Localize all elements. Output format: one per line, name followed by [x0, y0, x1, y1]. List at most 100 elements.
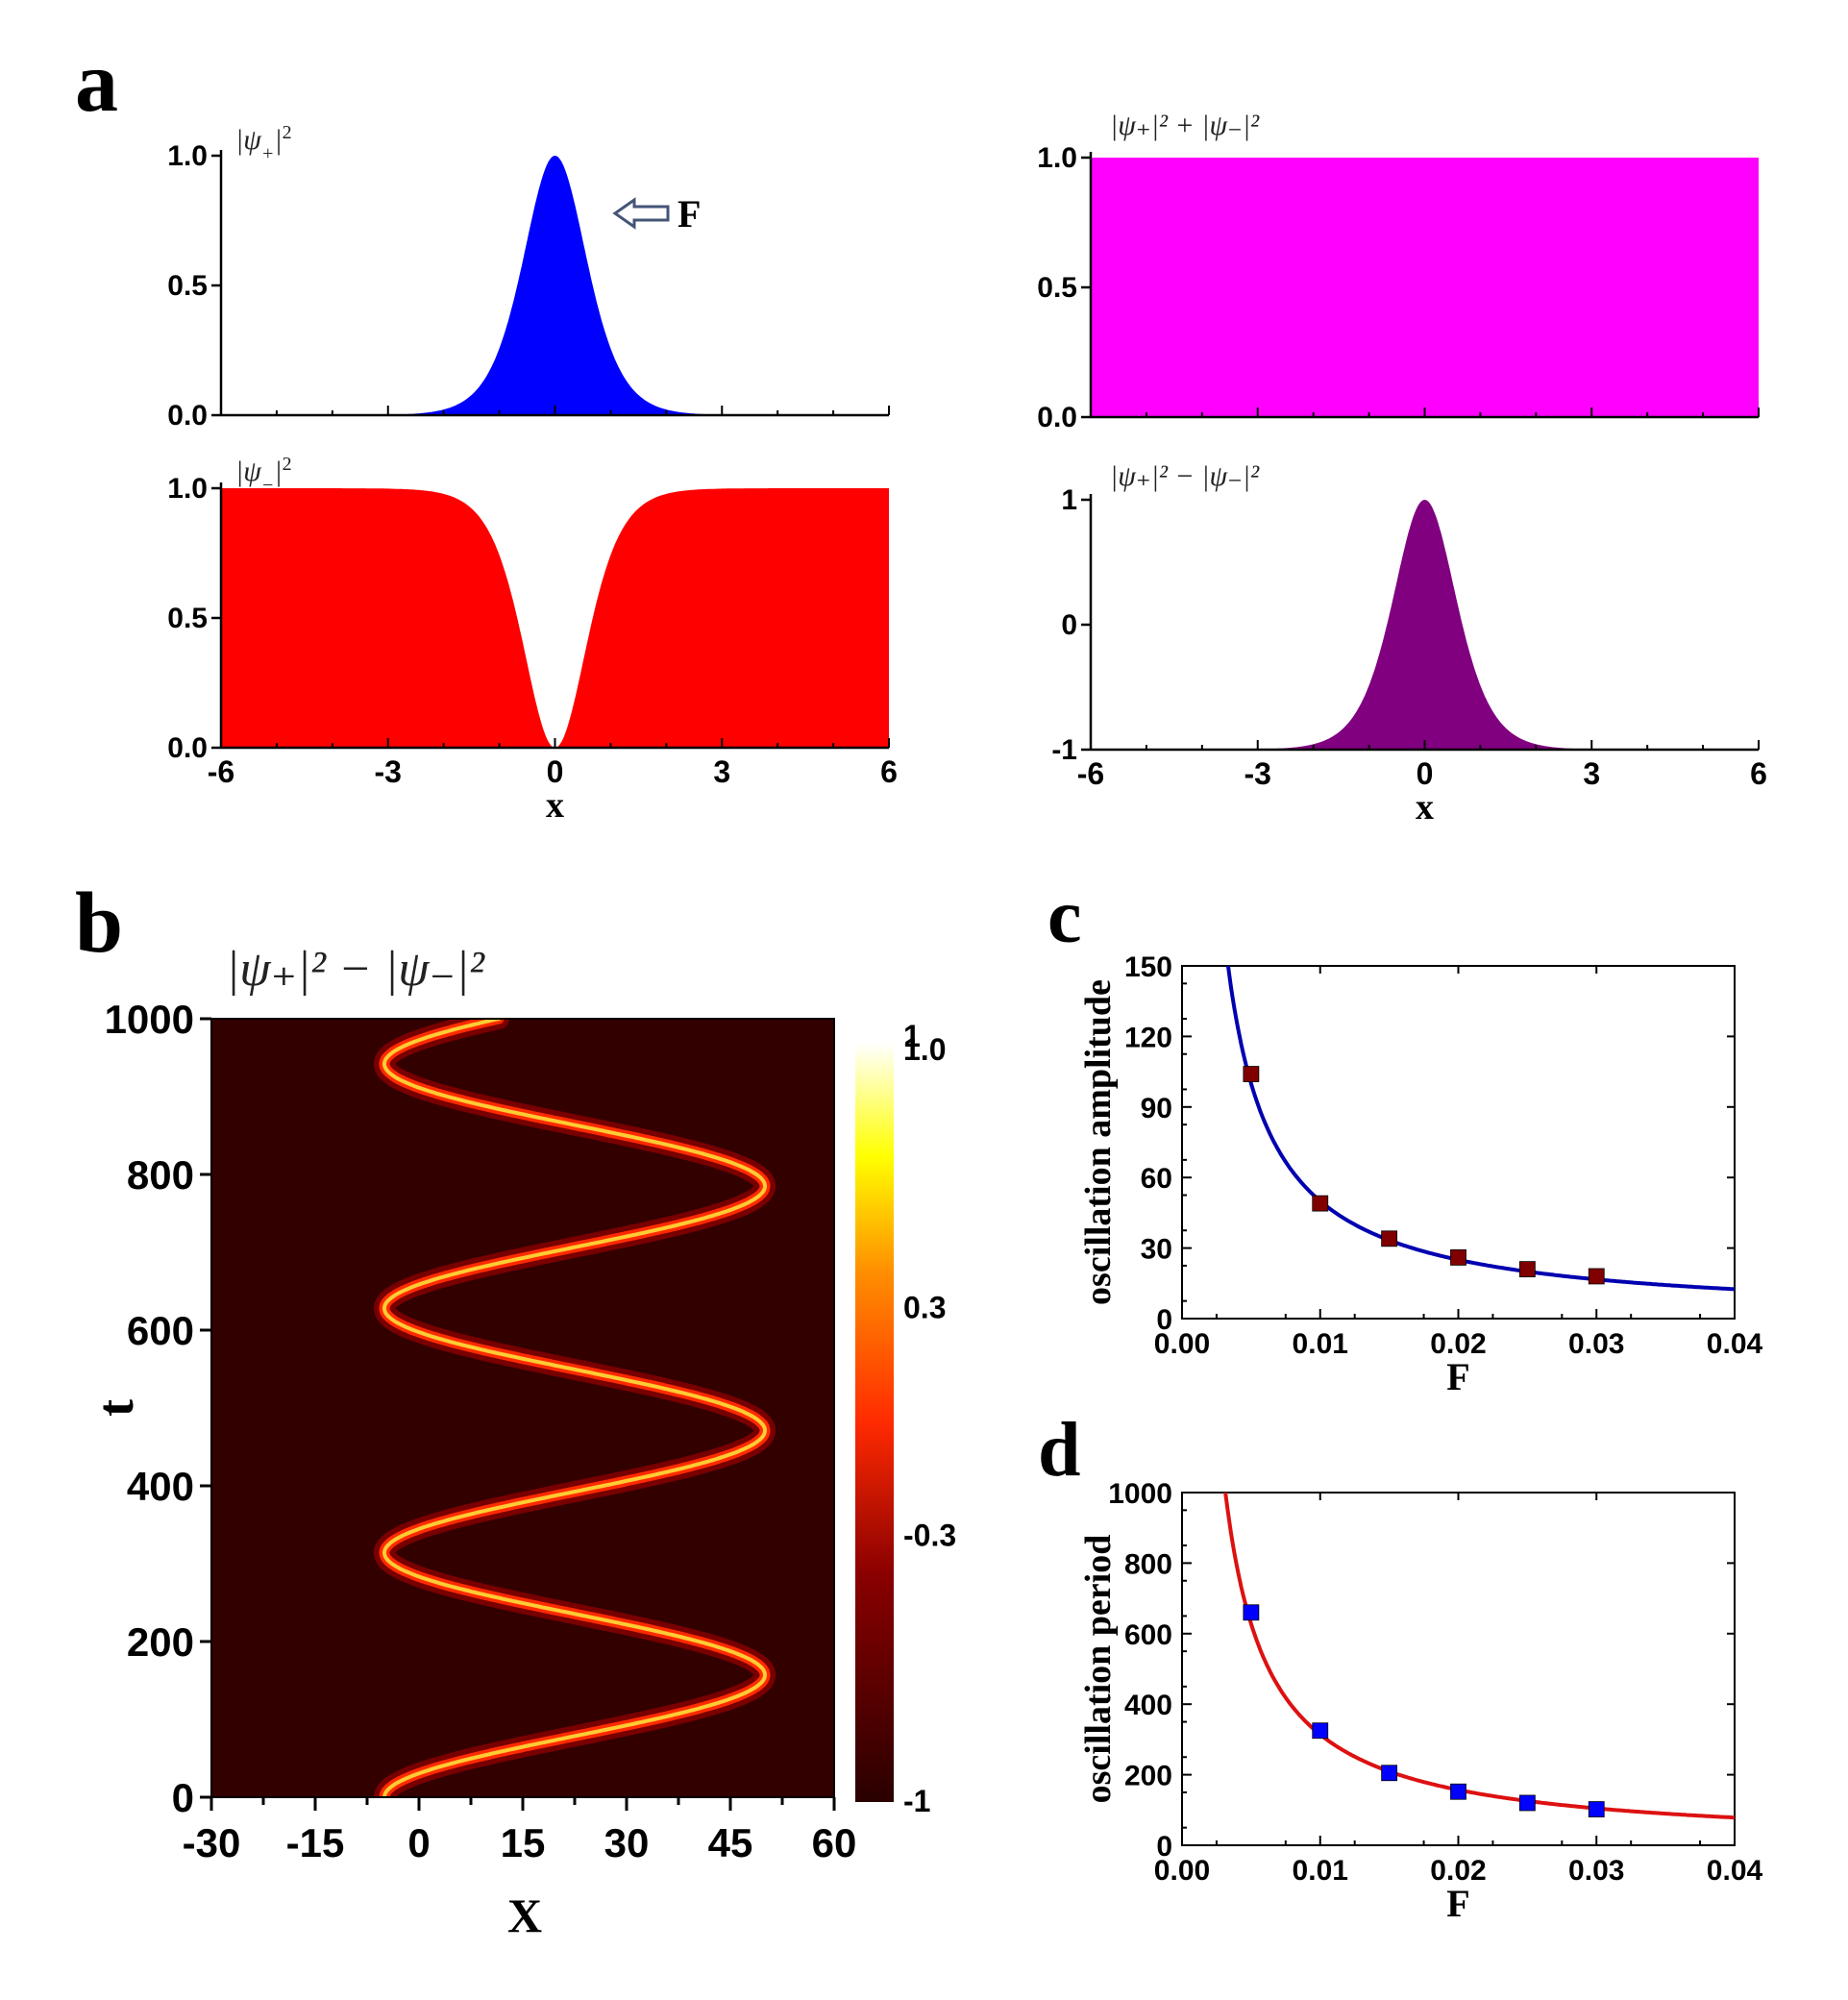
- force-arrow-annotation: F: [612, 192, 701, 235]
- colorbar-tick-label: 1.0: [903, 1032, 946, 1067]
- y-tick-label: 0: [172, 1775, 194, 1820]
- y-tick-label: 200: [127, 1619, 194, 1665]
- y-tick-label: 600: [1124, 1619, 1172, 1651]
- chart-title: |ψ−|2: [235, 454, 292, 496]
- x-tick-label: 0.00: [1154, 1855, 1210, 1887]
- y-tick-label: 600: [127, 1308, 194, 1353]
- area-fill: [1091, 500, 1759, 750]
- panel-label-a: a: [75, 35, 118, 130]
- y-tick-label: 1.0: [167, 473, 208, 505]
- data-point: [1243, 1604, 1260, 1621]
- y-tick-label: 0: [1156, 1304, 1172, 1336]
- y-tick-label: 120: [1124, 1022, 1172, 1053]
- plot-frame: [1181, 965, 1736, 1320]
- data-point: [1588, 1268, 1605, 1285]
- x-tick-label: 0: [407, 1820, 430, 1865]
- colorbar-tick-label: 0.3: [903, 1291, 946, 1325]
- chart-psi-plus-density: |ψ+|2 F 0.0 0.5 1.0: [167, 122, 890, 432]
- area-fill: [221, 156, 889, 415]
- x-tick-label: 0.01: [1293, 1855, 1348, 1887]
- x-tick-label: 0.03: [1568, 1328, 1624, 1360]
- x-tick-label: -30: [183, 1820, 241, 1865]
- x-tick-label: -6: [208, 754, 234, 789]
- arrow-label: F: [678, 192, 701, 235]
- y-tick-label: 30: [1141, 1234, 1172, 1266]
- data-point: [1450, 1248, 1466, 1266]
- y-tick-label: 800: [1124, 1548, 1172, 1580]
- y-tick-label: -1: [1051, 734, 1077, 766]
- data-point: [1243, 1066, 1260, 1082]
- data-point: [1381, 1230, 1398, 1247]
- y-tick-label: 0: [1156, 1831, 1172, 1863]
- y-tick-label: 0: [1061, 609, 1077, 641]
- data-point: [1381, 1765, 1398, 1782]
- x-tick-label: 0.00: [1154, 1328, 1210, 1360]
- x-tick-label: 30: [604, 1820, 650, 1865]
- x-tick-label: 0: [547, 754, 564, 789]
- y-tick-label: 150: [1124, 951, 1172, 983]
- area-fill: [1091, 158, 1759, 417]
- x-tick-label: 0.02: [1430, 1855, 1486, 1887]
- panel-label-b: b: [75, 876, 123, 971]
- x-tick-label: 15: [501, 1820, 546, 1865]
- y-tick-label: 0.0: [167, 732, 208, 764]
- fit-curve: [1223, 1493, 1735, 1820]
- y-tick-label: 400: [127, 1464, 194, 1509]
- trajectory-peak: [382, 1019, 767, 1797]
- y-tick-label: 90: [1141, 1093, 1172, 1124]
- y-tick-label: 1.0: [1037, 142, 1077, 174]
- x-tick-label: 6: [880, 754, 898, 789]
- x-tick-label: 60: [812, 1820, 857, 1865]
- data-point: [1518, 1261, 1536, 1278]
- fit-curve: [1225, 966, 1735, 1292]
- chart-density-difference: |ψ₊|² − |ψ₋|² -1 0 1 -6 -3 0 3 6 x: [1051, 460, 1767, 827]
- x-axis-label: x: [1416, 787, 1434, 827]
- data-point: [1518, 1794, 1536, 1812]
- chart-title: |ψ₊|² − |ψ₋|²: [226, 942, 485, 997]
- y-tick-label: 0.0: [167, 400, 208, 432]
- x-axis-label: F: [1446, 1882, 1469, 1925]
- y-tick-label: 60: [1141, 1163, 1172, 1195]
- colorbar-tick-label: -0.3: [903, 1519, 956, 1553]
- y-axis-label: t: [86, 1399, 144, 1417]
- chart-title: |ψ₊|² − |ψ₋|²: [1110, 460, 1260, 492]
- x-tick-label: 6: [1750, 756, 1767, 791]
- y-tick-label: 0.5: [167, 603, 208, 634]
- soliton-trajectory: [374, 1019, 776, 1797]
- chart-title: |ψ+|2: [235, 122, 292, 164]
- x-tick-label: -3: [1244, 756, 1271, 791]
- data-point: [1312, 1195, 1329, 1212]
- x-tick-label: 0: [1417, 756, 1434, 791]
- arrow-left-icon: [612, 197, 670, 230]
- x-tick-label: 3: [1583, 756, 1600, 791]
- x-tick-label: 0.01: [1293, 1328, 1348, 1360]
- panel-label-c: c: [1047, 875, 1082, 959]
- area-fill: [221, 488, 889, 748]
- y-tick-label: 0.5: [1037, 272, 1077, 304]
- chart-heatmap-evolution: |ψ₊|² − |ψ₋|² 0 200 400 600 800 1000 -30 -15 0 15…: [86, 942, 956, 1942]
- y-tick-label: 1000: [1108, 1478, 1172, 1510]
- x-tick-label: 45: [708, 1820, 753, 1865]
- y-axis-label: oscillation amplitude: [1078, 979, 1119, 1305]
- chart-oscillation-period: 0 200 400 600 800 1000 0.00 0.01 0.02 0.03 0.04 Fos…: [1078, 1478, 1763, 1925]
- panel-label-d: d: [1038, 1408, 1081, 1493]
- x-tick-label: -6: [1077, 756, 1104, 791]
- x-axis-label: X: [507, 1889, 542, 1942]
- colorbar-tick-label: -1: [903, 1784, 930, 1818]
- y-tick-label: 1000: [105, 997, 194, 1042]
- y-tick-label: 800: [127, 1152, 194, 1198]
- y-tick-label: 1.0: [167, 140, 208, 172]
- x-tick-label: 0.04: [1707, 1328, 1763, 1360]
- x-axis-label: F: [1446, 1355, 1469, 1398]
- x-tick-label: -3: [375, 754, 402, 789]
- y-tick-label: 0.0: [1037, 402, 1077, 433]
- y-axis-label: oscillation period: [1078, 1535, 1119, 1804]
- x-tick-label: 0.04: [1707, 1855, 1763, 1887]
- colorbar-tick-label: 1: [903, 1019, 921, 1053]
- chart-oscillation-amplitude: 0 30 60 90 120 150 0.00 0.01 0.02 0.03 0.04 Foscill…: [1078, 951, 1763, 1398]
- y-tick-label: 200: [1124, 1761, 1172, 1792]
- data-point: [1312, 1722, 1329, 1740]
- chart-title: |ψ₊|² + |ψ₋|²: [1110, 110, 1260, 141]
- x-tick-label: 0.02: [1430, 1328, 1486, 1360]
